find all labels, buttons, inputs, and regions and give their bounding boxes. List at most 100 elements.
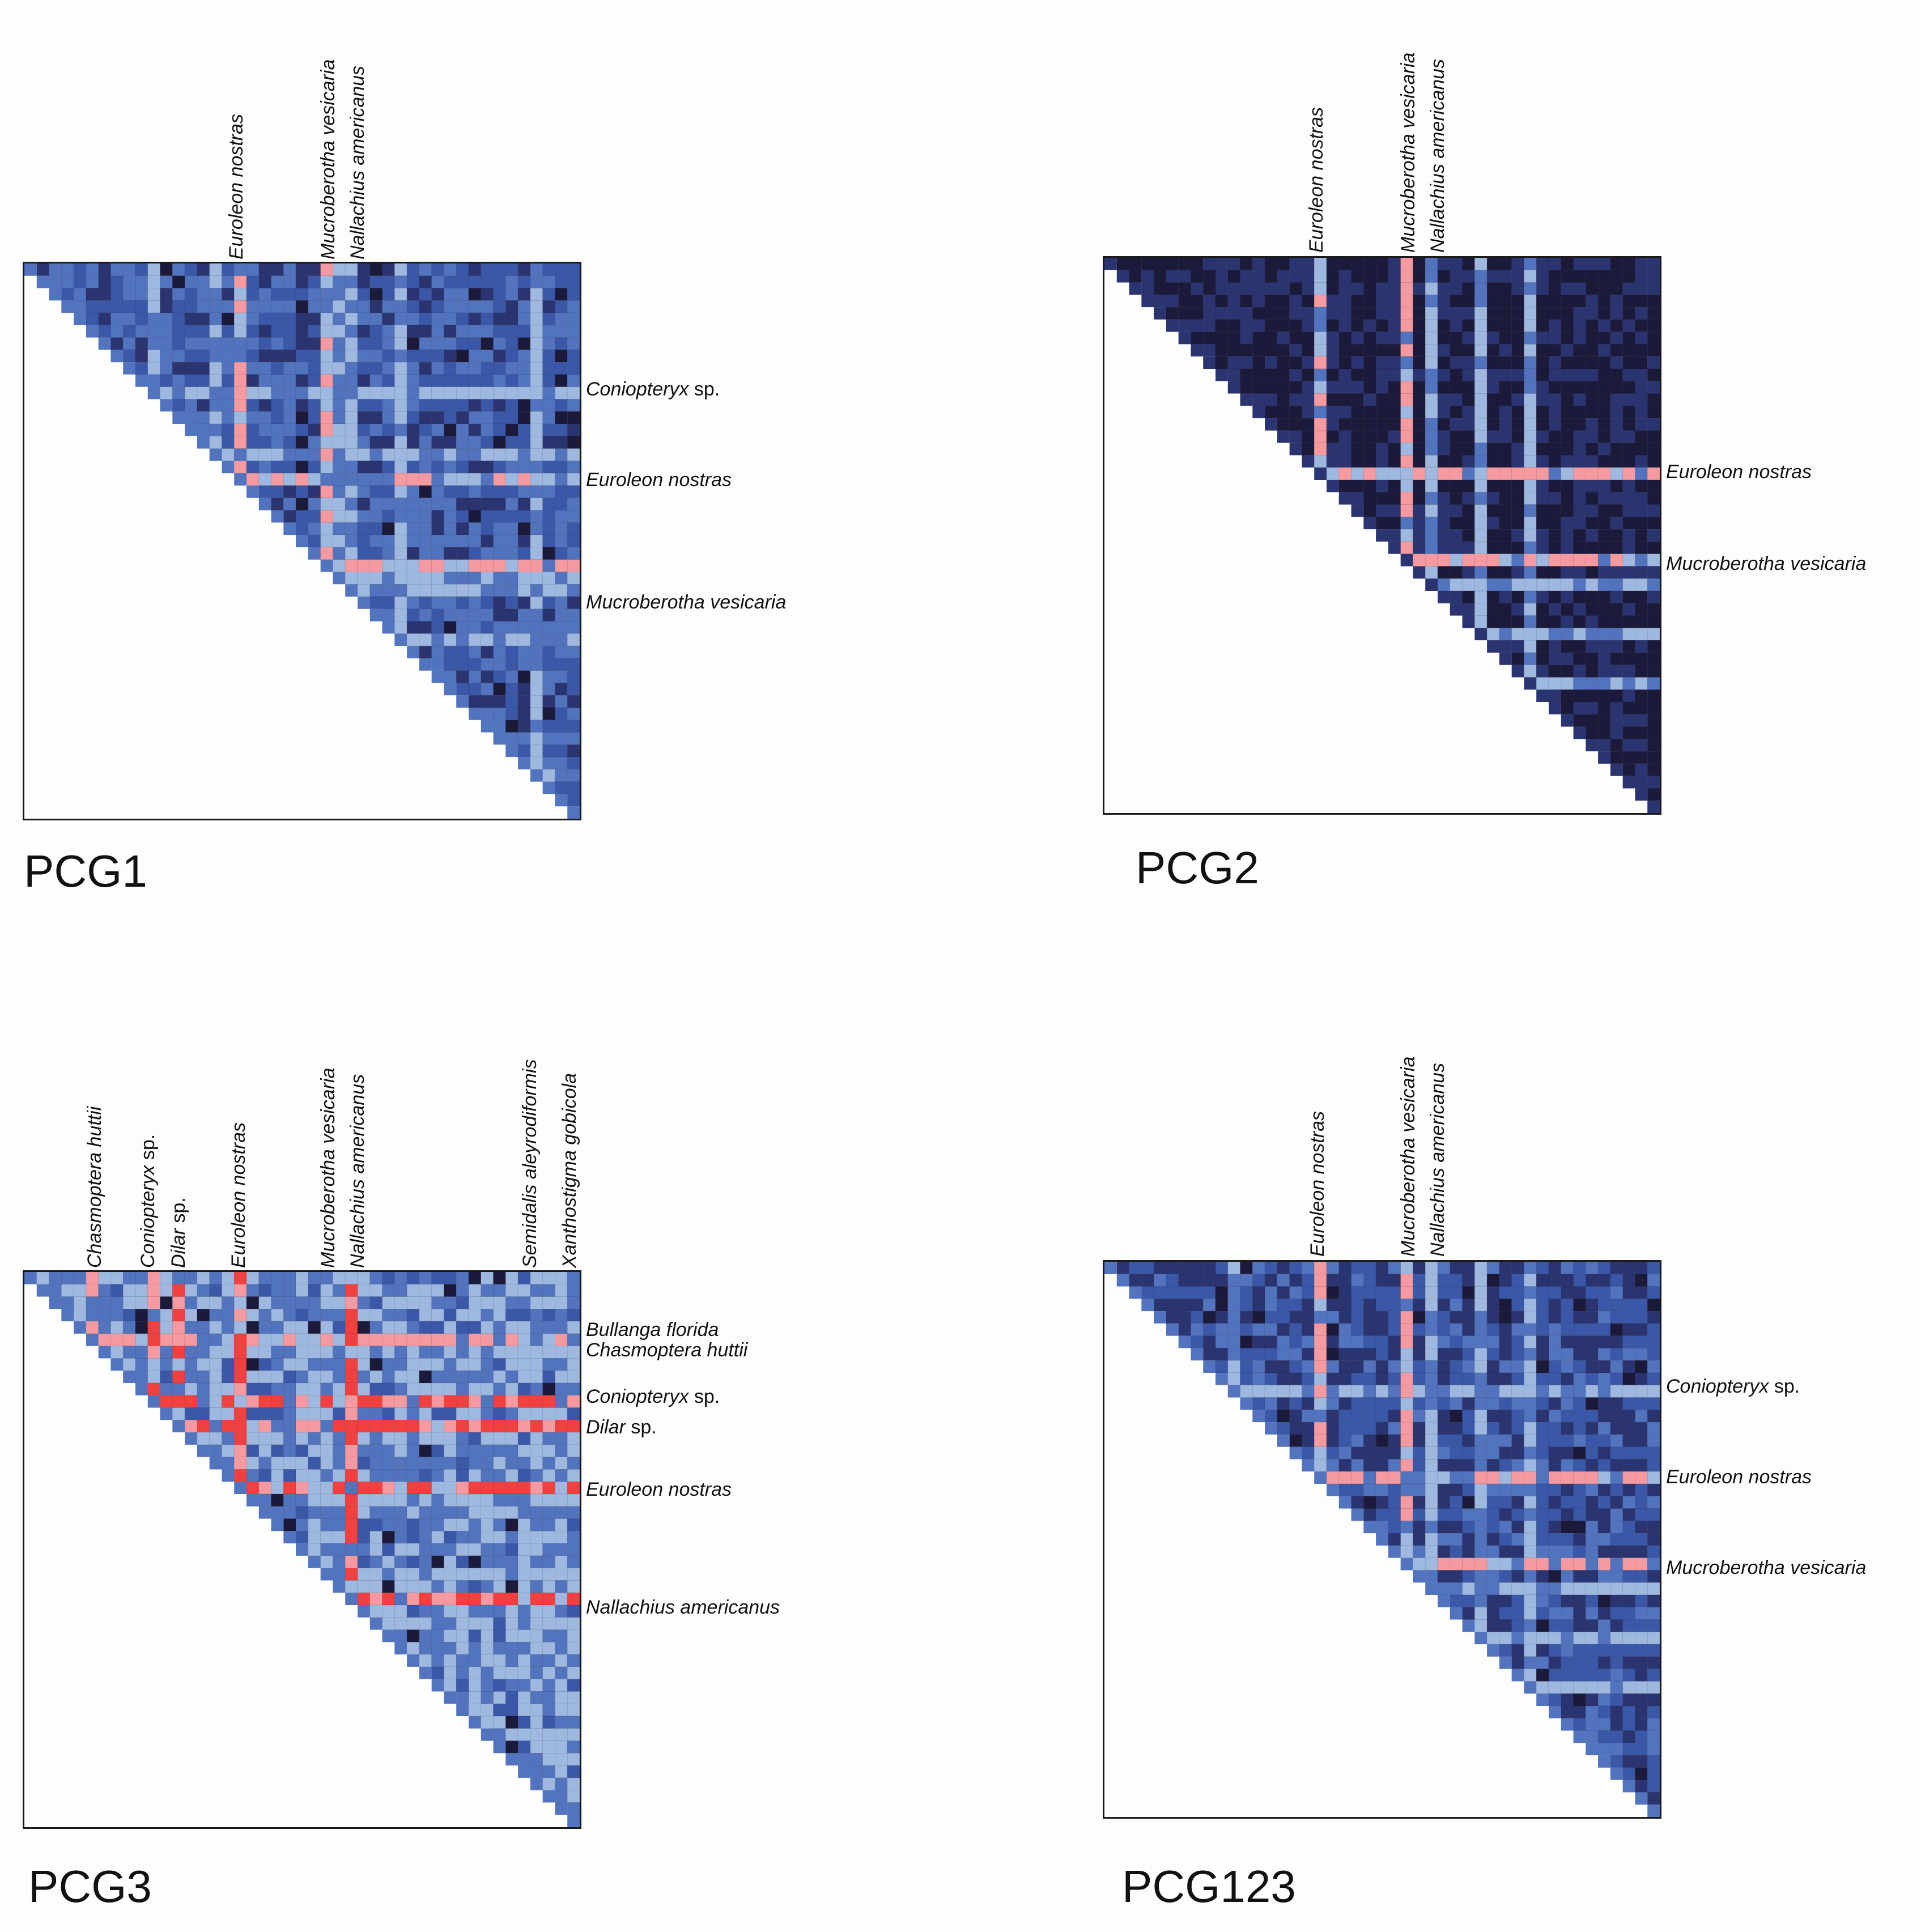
heatmap-cell bbox=[542, 1469, 555, 1482]
heatmap-cell bbox=[73, 288, 87, 301]
heatmap-cell bbox=[1524, 442, 1537, 456]
heatmap-cell bbox=[295, 485, 309, 499]
heatmap-cell bbox=[1289, 356, 1302, 369]
heatmap-cell bbox=[382, 1469, 395, 1482]
heatmap-cell bbox=[1314, 282, 1327, 295]
heatmap-cell bbox=[406, 1506, 420, 1519]
heatmap-cell bbox=[1252, 1274, 1265, 1287]
heatmap-diagonal-cell bbox=[1141, 295, 1154, 308]
heatmap-cell bbox=[1437, 467, 1451, 480]
heatmap-cell bbox=[1536, 1483, 1549, 1497]
heatmap-cell bbox=[481, 1531, 494, 1544]
heatmap-cell bbox=[444, 461, 457, 474]
heatmap-cell bbox=[1573, 590, 1586, 604]
heatmap-cell bbox=[567, 1481, 580, 1495]
heatmap-cell bbox=[258, 461, 271, 474]
heatmap-cell bbox=[1462, 1385, 1475, 1398]
heatmap-cell bbox=[493, 1703, 506, 1717]
heatmap-cell bbox=[1326, 393, 1340, 406]
heatmap-cell bbox=[555, 670, 568, 683]
heatmap-diagonal-cell bbox=[1425, 578, 1438, 591]
heatmap-diagonal-cell bbox=[271, 510, 284, 523]
heatmap-cell bbox=[530, 1679, 543, 1692]
heatmap-cell bbox=[517, 1432, 531, 1445]
heatmap-cell bbox=[530, 559, 543, 572]
heatmap-cell bbox=[1462, 578, 1475, 591]
heatmap-cell bbox=[295, 1272, 309, 1285]
heatmap-cell bbox=[1314, 1286, 1327, 1299]
heatmap-cell bbox=[1425, 1521, 1438, 1534]
heatmap-cell bbox=[444, 670, 457, 683]
heatmap-cell bbox=[1450, 1360, 1463, 1373]
heatmap-diagonal-cell bbox=[197, 1444, 210, 1457]
heatmap-cell bbox=[110, 288, 124, 301]
heatmap-cell bbox=[468, 1580, 482, 1593]
heatmap-cell bbox=[530, 547, 543, 560]
heatmap-cell bbox=[1314, 1323, 1327, 1336]
heatmap-cell bbox=[1351, 344, 1364, 357]
heatmap-cell bbox=[1413, 1397, 1426, 1410]
heatmap-cell bbox=[555, 1740, 568, 1754]
heatmap-cell bbox=[1647, 726, 1660, 739]
heatmap-cell bbox=[333, 263, 346, 276]
heatmap-cell bbox=[505, 510, 518, 523]
heatmap-cell bbox=[505, 1703, 518, 1717]
heatmap-cell bbox=[456, 300, 469, 313]
heatmap-cell bbox=[1375, 1299, 1389, 1312]
heatmap-cell bbox=[505, 1296, 518, 1309]
heatmap-diagonal-cell bbox=[258, 497, 271, 510]
heatmap-cell bbox=[382, 411, 395, 424]
heatmap-cell bbox=[1511, 331, 1524, 344]
heatmap-cell bbox=[542, 1617, 555, 1630]
heatmap-cell bbox=[382, 436, 395, 449]
heatmap-cell bbox=[517, 350, 531, 363]
heatmap-cell bbox=[1499, 1632, 1512, 1645]
row-label-pcg123: Mucroberotha vesicaria bbox=[1666, 1557, 1867, 1578]
heatmap-cell bbox=[456, 621, 469, 634]
heatmap-cell bbox=[419, 275, 432, 288]
heatmap-cell bbox=[333, 361, 346, 375]
row-label-pcg3: Chasmoptera huttii bbox=[586, 1339, 748, 1361]
heatmap-cell bbox=[1511, 652, 1524, 665]
heatmap-cell bbox=[295, 325, 309, 338]
heatmap-cell bbox=[1166, 307, 1179, 320]
heatmap-diagonal-cell bbox=[1462, 1619, 1475, 1632]
heatmap-cell bbox=[517, 1629, 531, 1642]
heatmap-cell bbox=[222, 399, 235, 412]
heatmap-cell bbox=[271, 1284, 284, 1297]
heatmap-cell bbox=[1548, 1446, 1562, 1459]
heatmap-cell bbox=[258, 1272, 271, 1285]
heatmap-cell bbox=[1462, 368, 1475, 382]
heatmap-diagonal-cell bbox=[98, 337, 111, 350]
heatmap-cell bbox=[1191, 319, 1204, 332]
heatmap-diagonal-cell bbox=[1388, 1545, 1401, 1558]
heatmap-cell bbox=[456, 1691, 469, 1704]
heatmap-cell bbox=[1413, 1446, 1426, 1459]
heatmap-cell bbox=[1462, 541, 1475, 554]
heatmap-cell bbox=[481, 1284, 494, 1297]
heatmap-cell bbox=[419, 361, 432, 375]
heatmap-cell bbox=[1610, 1323, 1623, 1336]
heatmap-cell bbox=[493, 263, 506, 276]
heatmap-cell bbox=[1302, 344, 1315, 357]
heatmap-cell bbox=[444, 1679, 457, 1692]
heatmap-cell bbox=[1326, 295, 1340, 308]
heatmap-cell bbox=[110, 1284, 124, 1297]
heatmap-cell bbox=[493, 633, 506, 646]
heatmap-cell bbox=[1413, 1557, 1426, 1571]
heatmap-cell bbox=[419, 1382, 432, 1396]
heatmap-cell bbox=[172, 1309, 185, 1322]
heatmap-cell bbox=[1474, 1422, 1488, 1435]
heatmap-diagonal-cell bbox=[222, 461, 235, 474]
heatmap-cell bbox=[419, 1481, 432, 1495]
heatmap-cell bbox=[1561, 504, 1574, 517]
heatmap-cell bbox=[493, 1420, 506, 1433]
heatmap-cell bbox=[333, 534, 346, 548]
heatmap-cell bbox=[333, 1395, 346, 1408]
heatmap-cell bbox=[530, 374, 543, 388]
heatmap-cell bbox=[382, 1407, 395, 1420]
heatmap-cell bbox=[1610, 307, 1623, 320]
heatmap-cell bbox=[1511, 615, 1524, 628]
heatmap-cell bbox=[283, 1469, 296, 1482]
heatmap-cell bbox=[1511, 1310, 1524, 1324]
